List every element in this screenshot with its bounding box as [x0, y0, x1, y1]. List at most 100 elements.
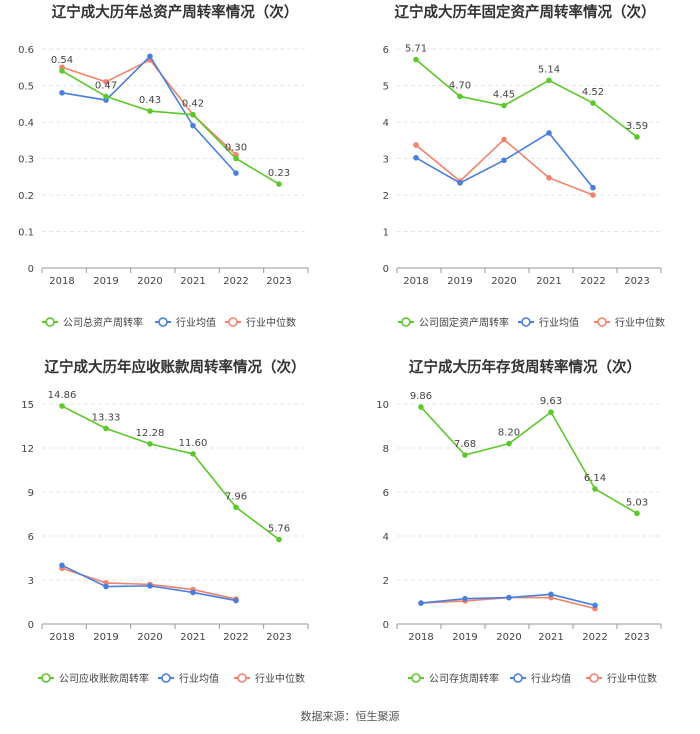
data-point-company[interactable] [634, 510, 640, 517]
data-point-company[interactable] [147, 441, 153, 447]
legend-item-median[interactable]: 行业中位数 [234, 672, 305, 685]
series-line-company [61, 70, 280, 185]
data-label: 0.42 [182, 99, 204, 110]
data-point-avg[interactable] [462, 595, 468, 602]
data-point-median[interactable] [501, 136, 507, 143]
legend-item-avg[interactable]: 行业均值 [155, 316, 216, 329]
data-point-company[interactable] [462, 452, 468, 458]
data-point-avg[interactable] [190, 589, 196, 596]
chart-title: 辽宁成大历年应收账款周转率情况（次） [45, 358, 306, 376]
legend-item-median[interactable]: 行业中位数 [586, 672, 657, 685]
data-point-median[interactable] [413, 142, 419, 148]
data-label: 7.68 [454, 439, 476, 450]
data-point-company[interactable] [233, 155, 239, 162]
data-point-company[interactable] [592, 486, 598, 492]
x-tick-label: 2022 [582, 632, 607, 643]
data-label: 4.45 [493, 90, 515, 101]
data-point-company[interactable] [590, 100, 596, 106]
legend-item-company[interactable]: 公司固定资产周转率 [398, 316, 509, 329]
data-point-company[interactable] [276, 181, 282, 187]
data-point-avg[interactable] [190, 122, 196, 129]
data-point-avg[interactable] [233, 597, 239, 604]
data-point-company[interactable] [190, 451, 196, 457]
legend-marker [589, 673, 599, 683]
legend-label: 公司应收账款周转率 [59, 672, 149, 685]
data-point-company[interactable] [59, 403, 65, 409]
data-point-company[interactable] [457, 93, 463, 100]
data-label: 12.28 [136, 428, 165, 439]
data-point-avg[interactable] [59, 562, 65, 569]
data-point-avg[interactable] [233, 170, 239, 176]
data-point-avg[interactable] [103, 583, 109, 590]
legend-marker [41, 673, 51, 683]
legend-marker [228, 317, 238, 327]
series-line-median [61, 58, 237, 156]
data-point-company[interactable] [190, 111, 196, 118]
legend-label: 公司固定资产周转率 [419, 316, 509, 329]
data-point-company[interactable] [548, 409, 554, 415]
data-point-avg[interactable] [413, 154, 419, 161]
legend-marker [158, 317, 168, 327]
data-point-company[interactable] [634, 134, 640, 140]
legend-item-company[interactable]: 公司存货周转率 [408, 672, 499, 685]
data-point-median[interactable] [546, 175, 552, 181]
data-point-avg[interactable] [418, 600, 424, 606]
data-label: 8.20 [498, 428, 520, 439]
x-tick-label: 2023 [266, 632, 291, 643]
data-point-avg[interactable] [457, 180, 463, 186]
legend-item-median[interactable]: 行业中位数 [225, 316, 296, 329]
legend-marker [513, 673, 523, 683]
data-point-company[interactable] [413, 56, 419, 63]
y-tick-label: 2 [383, 576, 389, 587]
chart-panel-2: 辽宁成大历年固定资产周转率情况（次） 0 1 2 3 4 5 6 2018 2019 2020 202… [383, 3, 665, 329]
data-point-company[interactable] [546, 77, 552, 84]
legend-label: 行业均值 [179, 672, 219, 685]
x-tick-label: 2018 [403, 276, 428, 287]
data-point-avg[interactable] [506, 594, 512, 601]
data-point-company[interactable] [59, 68, 65, 74]
data-label: 0.47 [95, 80, 117, 91]
data-point-median[interactable] [103, 79, 109, 85]
data-point-company[interactable] [147, 108, 153, 114]
data-point-company[interactable] [276, 536, 282, 543]
x-tick-label: 2020 [137, 632, 162, 643]
series-line-company [420, 406, 638, 515]
data-point-avg[interactable] [501, 157, 507, 164]
legend-item-avg[interactable]: 行业均值 [518, 316, 579, 329]
data-source-footer: 数据来源：恒生聚源 [300, 710, 400, 723]
data-label: 0.54 [51, 55, 73, 66]
data-point-avg[interactable] [592, 602, 598, 609]
data-point-company[interactable] [418, 404, 424, 410]
data-label: 11.60 [179, 438, 208, 449]
data-point-avg[interactable] [590, 184, 596, 191]
x-tick-label: 2022 [223, 632, 248, 643]
data-label: 0.43 [139, 95, 161, 106]
data-point-avg[interactable] [546, 130, 552, 136]
series-line-company [61, 405, 280, 541]
x-tick-label: 2020 [137, 276, 162, 287]
legend-label: 行业均值 [176, 316, 216, 329]
y-tick-label: 6 [383, 488, 389, 499]
data-point-avg[interactable] [147, 53, 153, 60]
data-point-company[interactable] [501, 102, 507, 109]
y-tick-label: 3 [383, 155, 389, 166]
data-point-company[interactable] [103, 425, 109, 432]
legend-marker [597, 317, 607, 327]
data-label: 0.30 [225, 143, 247, 154]
x-tick-label: 2019 [447, 276, 472, 287]
legend-item-avg[interactable]: 行业均值 [510, 672, 571, 685]
data-point-company[interactable] [506, 440, 512, 447]
data-point-company[interactable] [233, 504, 239, 511]
data-point-median[interactable] [590, 192, 596, 198]
data-point-avg[interactable] [147, 583, 153, 589]
legend-marker [521, 317, 531, 327]
data-point-avg[interactable] [59, 90, 65, 96]
legend-item-median[interactable]: 行业中位数 [594, 316, 665, 329]
legend-item-company[interactable]: 公司应收账款周转率 [38, 672, 149, 685]
data-point-company[interactable] [103, 93, 109, 100]
data-point-avg[interactable] [548, 591, 554, 598]
legend-item-company[interactable]: 公司总资产周转率 [42, 316, 143, 329]
x-tick-label: 2021 [536, 276, 561, 287]
x-tick-label: 2018 [49, 632, 74, 643]
legend-item-avg[interactable]: 行业均值 [158, 672, 219, 685]
